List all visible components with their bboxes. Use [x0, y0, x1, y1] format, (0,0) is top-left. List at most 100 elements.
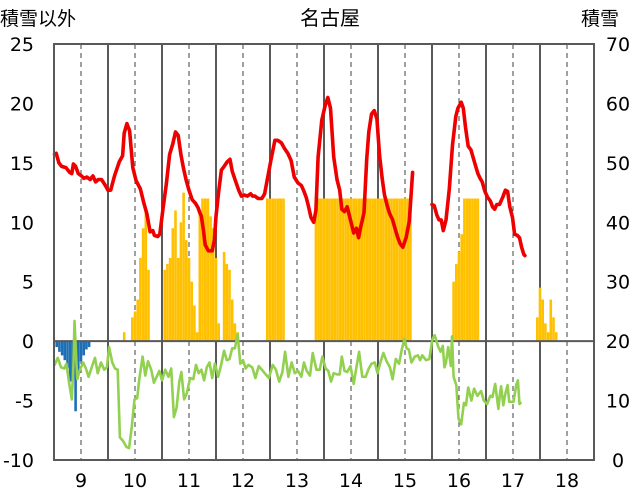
- bar: [452, 281, 455, 342]
- bar: [368, 198, 372, 342]
- bar: [147, 269, 150, 342]
- bar: [209, 216, 212, 342]
- x-tick-label: 13: [285, 470, 309, 492]
- bar: [365, 198, 369, 342]
- bar: [179, 222, 183, 342]
- bar: [163, 269, 166, 342]
- y-left-tick-label: 10: [10, 212, 34, 234]
- bar: [325, 198, 328, 342]
- x-tick-label: 16: [447, 470, 471, 492]
- bar: [360, 198, 364, 342]
- bar: [279, 198, 283, 342]
- plot-area: [52, 43, 595, 461]
- bar: [225, 263, 229, 342]
- bar: [79, 341, 83, 362]
- bar: [166, 263, 169, 342]
- bar: [55, 341, 58, 348]
- bar: [171, 228, 175, 342]
- bar: [136, 299, 139, 342]
- y-right-tick-label: 70: [606, 34, 630, 56]
- bar: [322, 198, 326, 342]
- y-right-tick-label: 60: [606, 93, 630, 115]
- y-left-axis-label: 積雪以外: [0, 8, 76, 30]
- bar: [538, 287, 542, 342]
- bar: [465, 198, 469, 342]
- bar: [384, 198, 388, 342]
- bar: [217, 323, 220, 342]
- bar: [552, 317, 555, 342]
- bar: [406, 198, 409, 342]
- plot-frame: [53, 43, 595, 461]
- bar: [203, 198, 207, 342]
- bar: [379, 198, 382, 342]
- bar: [357, 198, 361, 342]
- bar: [271, 198, 274, 342]
- y-right-tick-label: 0: [612, 450, 624, 472]
- bar: [355, 198, 358, 342]
- bar: [344, 198, 347, 342]
- bar: [403, 198, 407, 342]
- y-right-tick-label: 40: [606, 212, 630, 234]
- y-left-tick-label: 25: [10, 34, 34, 56]
- bar: [201, 198, 204, 342]
- bar: [85, 341, 88, 350]
- bar: [276, 198, 280, 342]
- bar: [198, 210, 202, 342]
- bar: [266, 198, 269, 342]
- bar: [328, 198, 331, 342]
- bar: [546, 332, 550, 342]
- x-tick-label: 11: [177, 470, 201, 492]
- series-line: [430, 100, 527, 258]
- y-left-tick-label: -10: [3, 450, 34, 472]
- y-right-tick-label: 50: [606, 153, 630, 175]
- series-line: [52, 95, 415, 253]
- bar: [68, 341, 72, 382]
- bar: [139, 257, 142, 342]
- bar: [476, 198, 480, 342]
- bar: [371, 198, 374, 342]
- bar: [460, 234, 463, 342]
- bar: [230, 299, 234, 342]
- bar: [341, 198, 345, 342]
- bar: [168, 257, 172, 342]
- bar: [317, 198, 320, 342]
- y-right-tick-label: 10: [606, 391, 630, 413]
- bar: [395, 198, 399, 342]
- bar: [144, 210, 148, 342]
- bar: [468, 198, 472, 342]
- bar: [195, 332, 199, 342]
- x-tick-label: 17: [501, 470, 525, 492]
- bar: [544, 323, 547, 342]
- bar: [349, 198, 353, 342]
- bar: [82, 341, 85, 356]
- bar: [190, 281, 193, 342]
- bar: [282, 198, 285, 342]
- chart-title: 名古屋: [300, 6, 360, 30]
- bar: [333, 198, 337, 342]
- bar: [374, 198, 377, 342]
- bar: [471, 198, 474, 342]
- y-right-tick-label: 20: [606, 331, 630, 353]
- y-left-tick-label: 0: [22, 331, 34, 353]
- bar: [536, 317, 539, 342]
- bar: [176, 257, 180, 342]
- bar: [382, 198, 385, 342]
- bar: [541, 299, 544, 342]
- bar: [60, 341, 64, 356]
- bar: [401, 198, 404, 342]
- bar: [376, 198, 380, 342]
- bar: [314, 198, 318, 342]
- x-tick-label: 10: [123, 470, 147, 492]
- bar: [392, 198, 396, 342]
- y-right-tick-label: 30: [606, 272, 630, 294]
- x-tick-label: 14: [339, 470, 363, 492]
- bar: [185, 240, 188, 342]
- y-left-tick-label: -5: [15, 391, 34, 413]
- bar: [122, 332, 126, 342]
- bar: [363, 198, 366, 342]
- bar: [87, 341, 91, 348]
- bar: [77, 341, 80, 373]
- bar: [214, 257, 218, 342]
- y-left-tick-label: 15: [10, 153, 34, 175]
